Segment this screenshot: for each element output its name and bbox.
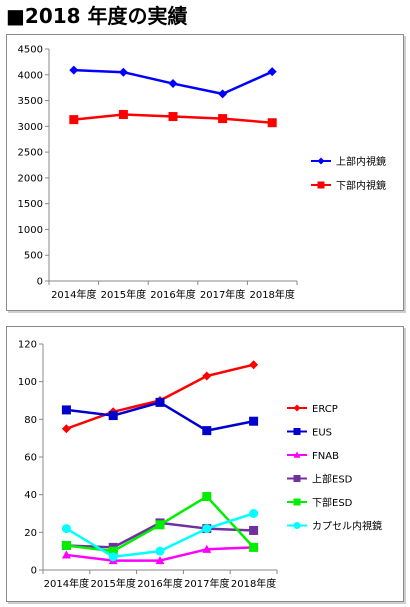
chart-2-x-tick-label: 2016年度 bbox=[137, 577, 182, 590]
chart-1-x-tick-label: 2014年度 bbox=[51, 288, 96, 301]
chart-2-y-tick-label: 60 bbox=[24, 453, 37, 464]
chart-2-series-4-point bbox=[108, 546, 118, 556]
chart-1-series-0-point bbox=[168, 79, 178, 89]
chart-1-y-tick-label: 4000 bbox=[18, 70, 43, 81]
chart-2-series-5-point bbox=[249, 509, 259, 518]
chart-2-series-2-point bbox=[202, 544, 212, 553]
chart-2-y-tick-label: 100 bbox=[18, 377, 37, 388]
chart-1-x-tick-label: 2018年度 bbox=[249, 288, 294, 301]
chart-2-legend-label-4: 下部ESD bbox=[312, 496, 353, 509]
chart-1-svg: 0 500 1000 1500 2000 2500 3000 3500 4000 4500 2014… bbox=[18, 45, 386, 302]
chart-2-legend-label-1: EUS bbox=[312, 428, 332, 439]
chart-2-series-3-point bbox=[249, 525, 259, 535]
chart-2-series-2-point bbox=[61, 550, 71, 559]
chart-2-legend-label-5: カプセル内視鏡 bbox=[312, 520, 382, 533]
chart-1-legend-label-1: 下部内視鏡 bbox=[336, 179, 386, 192]
chart-2-series-5-point bbox=[202, 524, 212, 534]
chart-panel-1: 0 500 1000 1500 2000 2500 3000 3500 4000 4500 2014… bbox=[6, 34, 404, 311]
chart-1-series-1-point bbox=[118, 109, 128, 119]
chart-1-y-tick-label: 2500 bbox=[18, 148, 43, 159]
chart-2-svg: 0 20 40 60 80 100 120 2014年度 2015年度 2016年度 2017年度 2… bbox=[18, 340, 382, 591]
chart-panel-2: 0 20 40 60 80 100 120 2014年度 2015年度 2016年度 2017年度 2… bbox=[6, 326, 404, 602]
chart-2-series-0-point bbox=[61, 424, 71, 434]
chart-1-legend-label-0: 上部内視鏡 bbox=[336, 155, 386, 168]
chart-1-y-tick-label: 0 bbox=[37, 277, 43, 288]
chart-2-y-tick-label: 80 bbox=[24, 415, 37, 426]
chart-2-legend-marker-2 bbox=[293, 451, 301, 458]
chart-2-y-tick-label: 20 bbox=[24, 528, 37, 539]
chart-1-series-1-point bbox=[168, 112, 178, 122]
chart-2-series-0-point bbox=[249, 360, 259, 370]
chart-2-series-5-point bbox=[108, 552, 118, 562]
chart-2-legend-label-0: ERCP bbox=[312, 404, 338, 415]
chart-2-series-4-point bbox=[202, 492, 212, 502]
chart-1-legend-marker-1 bbox=[317, 181, 325, 189]
chart-1-x-tick-label: 2016年度 bbox=[150, 288, 195, 301]
chart-2-legend-marker-1 bbox=[293, 428, 301, 435]
chart-2-legend-marker-3 bbox=[293, 475, 301, 482]
chart-1-y-tick-label: 4500 bbox=[18, 45, 43, 56]
chart-1-x-tick-label: 2015年度 bbox=[101, 288, 146, 301]
chart-2-series-5-point bbox=[61, 524, 71, 534]
chart-2-x-tick-label: 2014年度 bbox=[44, 577, 89, 590]
chart-2-series-5-point bbox=[155, 546, 165, 556]
chart-2-series-4-point bbox=[61, 541, 71, 551]
chart-1-y-tick-label: 1000 bbox=[18, 225, 43, 236]
chart-2-legend-marker-5 bbox=[293, 522, 301, 529]
chart-2-series-4-point bbox=[155, 520, 165, 530]
chart-1-y-tick-label: 2000 bbox=[18, 173, 43, 184]
chart-1-series-1-point bbox=[218, 114, 228, 124]
chart-2-series-0-point bbox=[202, 371, 212, 381]
chart-2-series-2-point bbox=[155, 556, 165, 565]
chart-2-series-1-point bbox=[202, 426, 212, 436]
chart-1-y-tick-label: 3500 bbox=[18, 96, 43, 107]
chart-1-y-tick-label: 500 bbox=[24, 251, 43, 262]
chart-2-y-tick-label: 120 bbox=[18, 340, 37, 351]
chart-1-y-tick-label: 3000 bbox=[18, 122, 43, 133]
page-title: ■2018 年度の実績 bbox=[6, 4, 188, 28]
chart-2-x-tick-label: 2015年度 bbox=[90, 577, 135, 590]
chart-2-legend-label-2: FNAB bbox=[312, 451, 339, 462]
chart-2-y-tick-label: 40 bbox=[24, 490, 37, 501]
chart-2-x-tick-label: 2018年度 bbox=[231, 577, 276, 590]
chart-1-series-1-point bbox=[69, 115, 79, 125]
chart-1-legend-marker-0 bbox=[317, 157, 325, 165]
chart-2-legend-label-3: 上部ESD bbox=[312, 473, 353, 486]
chart-1-series-0-point bbox=[69, 65, 79, 75]
chart-1-series-0-point bbox=[118, 67, 128, 77]
chart-2-series-1-point bbox=[108, 411, 118, 421]
chart-2-x-tick-label: 2017年度 bbox=[184, 577, 229, 590]
chart-2-series-1-point bbox=[155, 397, 165, 407]
chart-2-series-4-point bbox=[249, 542, 259, 552]
chart-2-y-tick-label: 0 bbox=[31, 566, 37, 577]
chart-1-x-tick-label: 2017年度 bbox=[200, 288, 245, 301]
chart-2-legend-marker-0 bbox=[293, 404, 301, 412]
chart-1-series-0-point bbox=[267, 67, 277, 77]
chart-1-series-1-point bbox=[267, 118, 277, 128]
chart-2-series-1-point bbox=[61, 405, 71, 415]
chart-1-y-tick-label: 1500 bbox=[18, 199, 43, 210]
chart-2-legend-marker-4 bbox=[293, 498, 301, 506]
chart-2-series-1-point bbox=[249, 416, 259, 426]
chart-1-series-0-point bbox=[218, 89, 228, 99]
